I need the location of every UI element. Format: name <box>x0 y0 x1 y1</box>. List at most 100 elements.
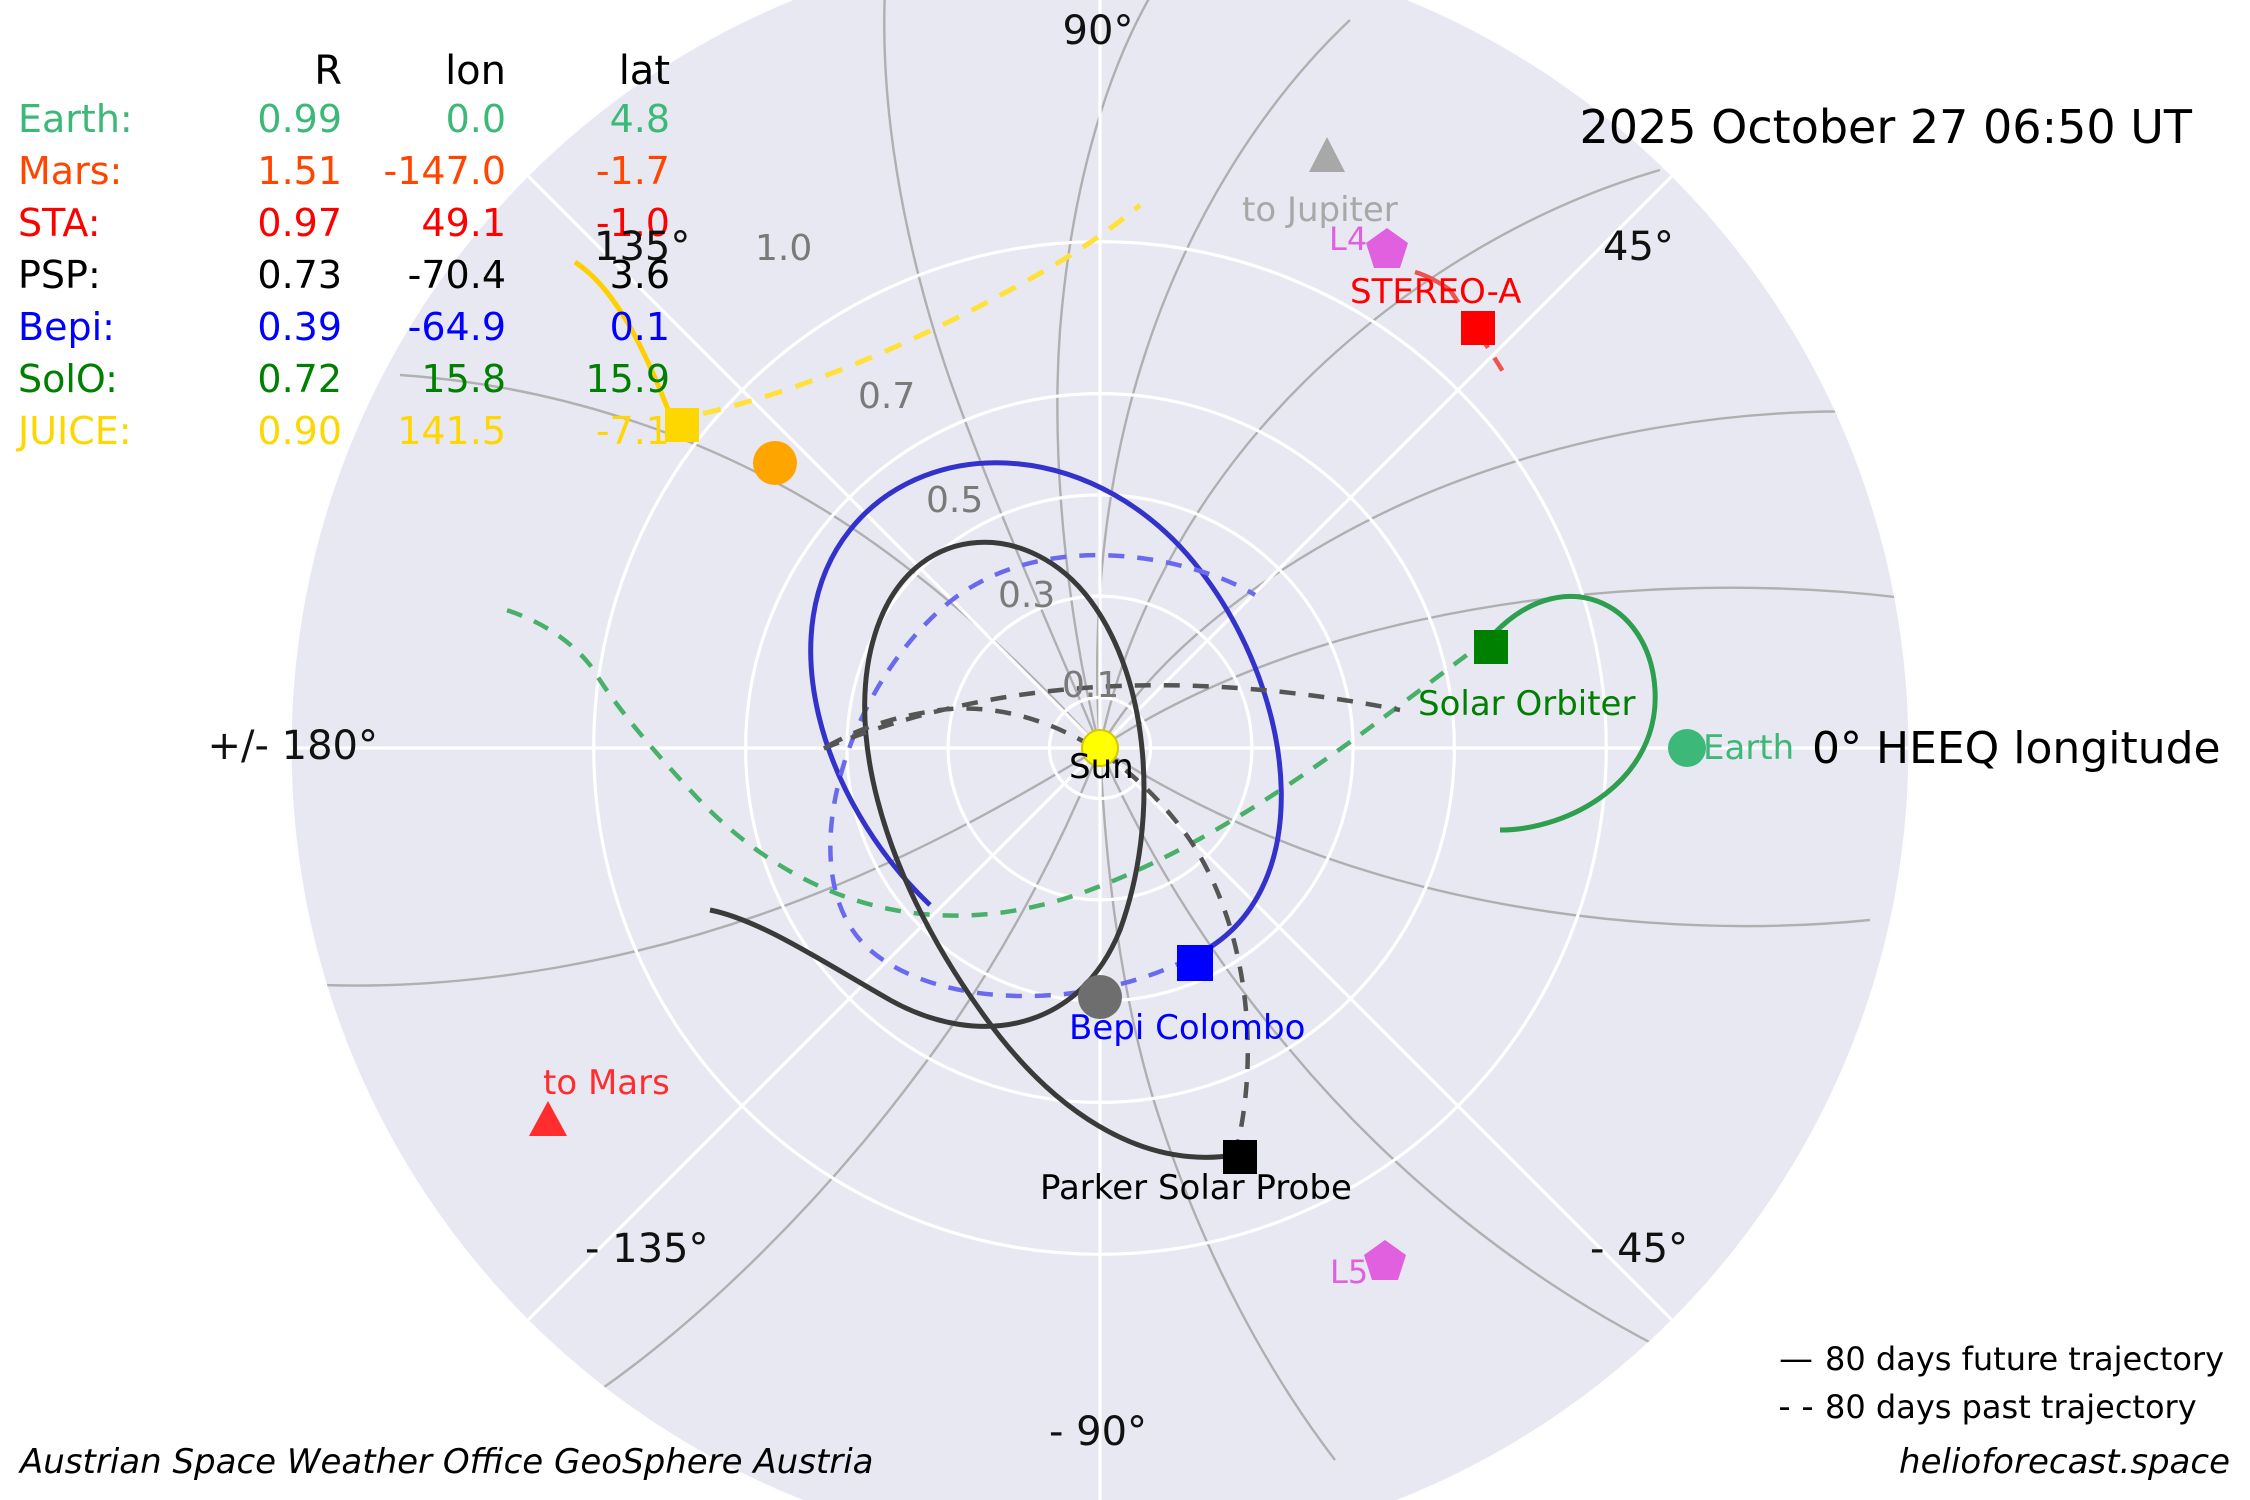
row-lon-solo: 15.8 <box>421 357 506 401</box>
footer-website[interactable]: helioforecast.space <box>1899 1442 2230 1482</box>
row-r-psp: 0.73 <box>257 253 342 297</box>
table-header-lat: lat <box>618 48 670 94</box>
bepi-future-trajectory <box>808 460 1284 961</box>
footer-attribution: Austrian Space Weather Office GeoSphere … <box>20 1442 874 1482</box>
parker-solar-probe-label: Parker Solar Probe <box>1040 1168 1352 1208</box>
row-r-solo: 0.72 <box>257 357 342 401</box>
row-lat-sta: -1.0 <box>595 201 670 245</box>
table-row: Mars: 1.51 -147.0 -1.7 <box>18 145 670 197</box>
object-markers <box>529 137 1706 1280</box>
radius-label-0-3: 0.3 <box>998 575 1056 616</box>
bepi-colombo-marker[interactable] <box>1177 945 1213 981</box>
angle-label-minus-45: - 45° <box>1590 1226 1689 1272</box>
row-lon-psp: -70.4 <box>407 253 506 297</box>
angle-label-minus-135: - 135° <box>585 1226 709 1272</box>
angular-gridlines <box>290 0 1910 1500</box>
row-lon-sta: 49.1 <box>421 201 506 245</box>
row-lon-mars: -147.0 <box>383 149 507 193</box>
solid-line-icon: — <box>1779 1339 1814 1379</box>
row-lat-earth: 4.8 <box>609 97 670 141</box>
row-r-juice: 0.90 <box>257 409 342 453</box>
bepi-colombo-label: Bepi Colombo <box>1069 1008 1306 1048</box>
row-lat-bepi: 0.1 <box>609 305 670 349</box>
table-header-name <box>18 44 178 93</box>
row-lat-juice: -7.1 <box>595 409 670 453</box>
angle-label-minus-90: - 90° <box>1048 1409 1148 1455</box>
psp-marker[interactable] <box>1223 1140 1257 1174</box>
radius-label-0-1: 0.1 <box>1062 665 1120 706</box>
to-mars-label: to Mars <box>543 1063 670 1103</box>
stereoa-future-trajectory <box>1414 269 1452 292</box>
row-lon-bepi: -64.9 <box>407 305 506 349</box>
sun-label: Sun <box>1069 747 1134 787</box>
l5-label: L5 <box>1330 1253 1369 1291</box>
stereo-a-marker[interactable] <box>1461 311 1495 345</box>
row-label-sta: STA: <box>18 201 101 245</box>
row-r-sta: 0.97 <box>257 201 342 245</box>
to-jupiter-label: to Jupiter <box>1242 190 1398 230</box>
orange-spacecraft-marker[interactable] <box>753 441 797 485</box>
legend-row-future: — 80 days future trajectory <box>1767 1339 2224 1379</box>
table-row: STA: 0.97 49.1 -1.0 <box>18 197 670 249</box>
row-r-mars: 1.51 <box>257 149 342 193</box>
row-label-psp: PSP: <box>18 253 101 297</box>
l4-label: L4 <box>1329 220 1368 258</box>
table-header-row: R lon lat <box>18 44 670 93</box>
to-mars-marker[interactable] <box>529 1101 567 1136</box>
row-lon-juice: 141.5 <box>397 409 506 453</box>
row-r-bepi: 0.39 <box>257 305 342 349</box>
to-jupiter-marker[interactable] <box>1309 137 1345 172</box>
l4-marker[interactable] <box>1366 228 1408 268</box>
row-lon-earth: 0.0 <box>445 97 506 141</box>
juice-marker[interactable] <box>665 408 699 442</box>
row-label-earth: Earth: <box>18 97 133 141</box>
row-label-solo: SolO: <box>18 357 118 401</box>
table-row: PSP: 0.73 -70.4 3.6 <box>18 249 670 301</box>
earth-marker[interactable] <box>1668 729 1706 767</box>
angle-label-90: 90° <box>1062 8 1134 54</box>
l5-marker[interactable] <box>1364 1240 1406 1280</box>
juice-future-trajectory <box>573 259 675 421</box>
row-label-bepi: Bepi: <box>18 305 115 349</box>
solar-orbiter-label: Solar Orbiter <box>1418 684 1636 724</box>
radius-label-0-5: 0.5 <box>926 480 984 521</box>
row-label-mars: Mars: <box>18 149 123 193</box>
row-lat-solo: 15.9 <box>585 357 670 401</box>
angle-label-0-heeq: 0° HEEQ longitude <box>1812 723 2221 774</box>
row-r-earth: 0.99 <box>257 97 342 141</box>
stereoa-past-trajectory <box>1448 288 1507 377</box>
table-header-r: R <box>314 48 342 94</box>
radius-label-0-7: 0.7 <box>858 376 916 417</box>
psp-future-trajectory <box>709 539 1236 1160</box>
dashed-line-icon: - - <box>1778 1387 1814 1427</box>
table-header-lon: lon <box>445 48 506 94</box>
radius-label-1-0: 1.0 <box>755 228 813 269</box>
angle-label-plusminus-180: +/- 180° <box>207 723 379 769</box>
positions-table: R lon lat Earth: 0.99 0.0 4.8 Mars: 1.51… <box>18 44 670 457</box>
legend-row-past: - - 80 days past trajectory <box>1767 1387 2224 1427</box>
gray-spacecraft-marker[interactable] <box>1078 975 1122 1019</box>
solo-past-trajectory <box>499 605 1492 918</box>
angle-label-135: 135° <box>594 224 691 270</box>
psp-past-trajectory <box>818 682 1401 1156</box>
earth-label: Earth <box>1703 728 1795 768</box>
row-lat-mars: -1.7 <box>595 149 670 193</box>
table-row: Bepi: 0.39 -64.9 0.1 <box>18 301 670 353</box>
row-label-juice: JUICE: <box>18 409 132 453</box>
row-lat-psp: 3.6 <box>609 253 670 297</box>
solar-orbiter-marker[interactable] <box>1474 630 1508 664</box>
table-row: Earth: 0.99 0.0 4.8 <box>18 93 670 145</box>
solo-future-trajectory <box>1488 594 1658 833</box>
stereo-a-label: STEREO-A <box>1350 272 1522 312</box>
bepi-past-trajectory <box>828 552 1257 999</box>
trajectory-legend: — 80 days future trajectory - - 80 days … <box>1767 1339 2224 1438</box>
date-title: 2025 October 27 06:50 UT <box>1579 100 2192 154</box>
parker-spiral-lines <box>319 0 1910 1461</box>
table-row: SolO: 0.72 15.8 15.9 <box>18 353 670 405</box>
legend-future-label: 80 days future trajectory <box>1825 1340 2224 1378</box>
sun-marker[interactable] <box>1081 729 1119 767</box>
legend-past-label: 80 days past trajectory <box>1825 1388 2197 1426</box>
angle-label-45: 45° <box>1603 224 1674 270</box>
